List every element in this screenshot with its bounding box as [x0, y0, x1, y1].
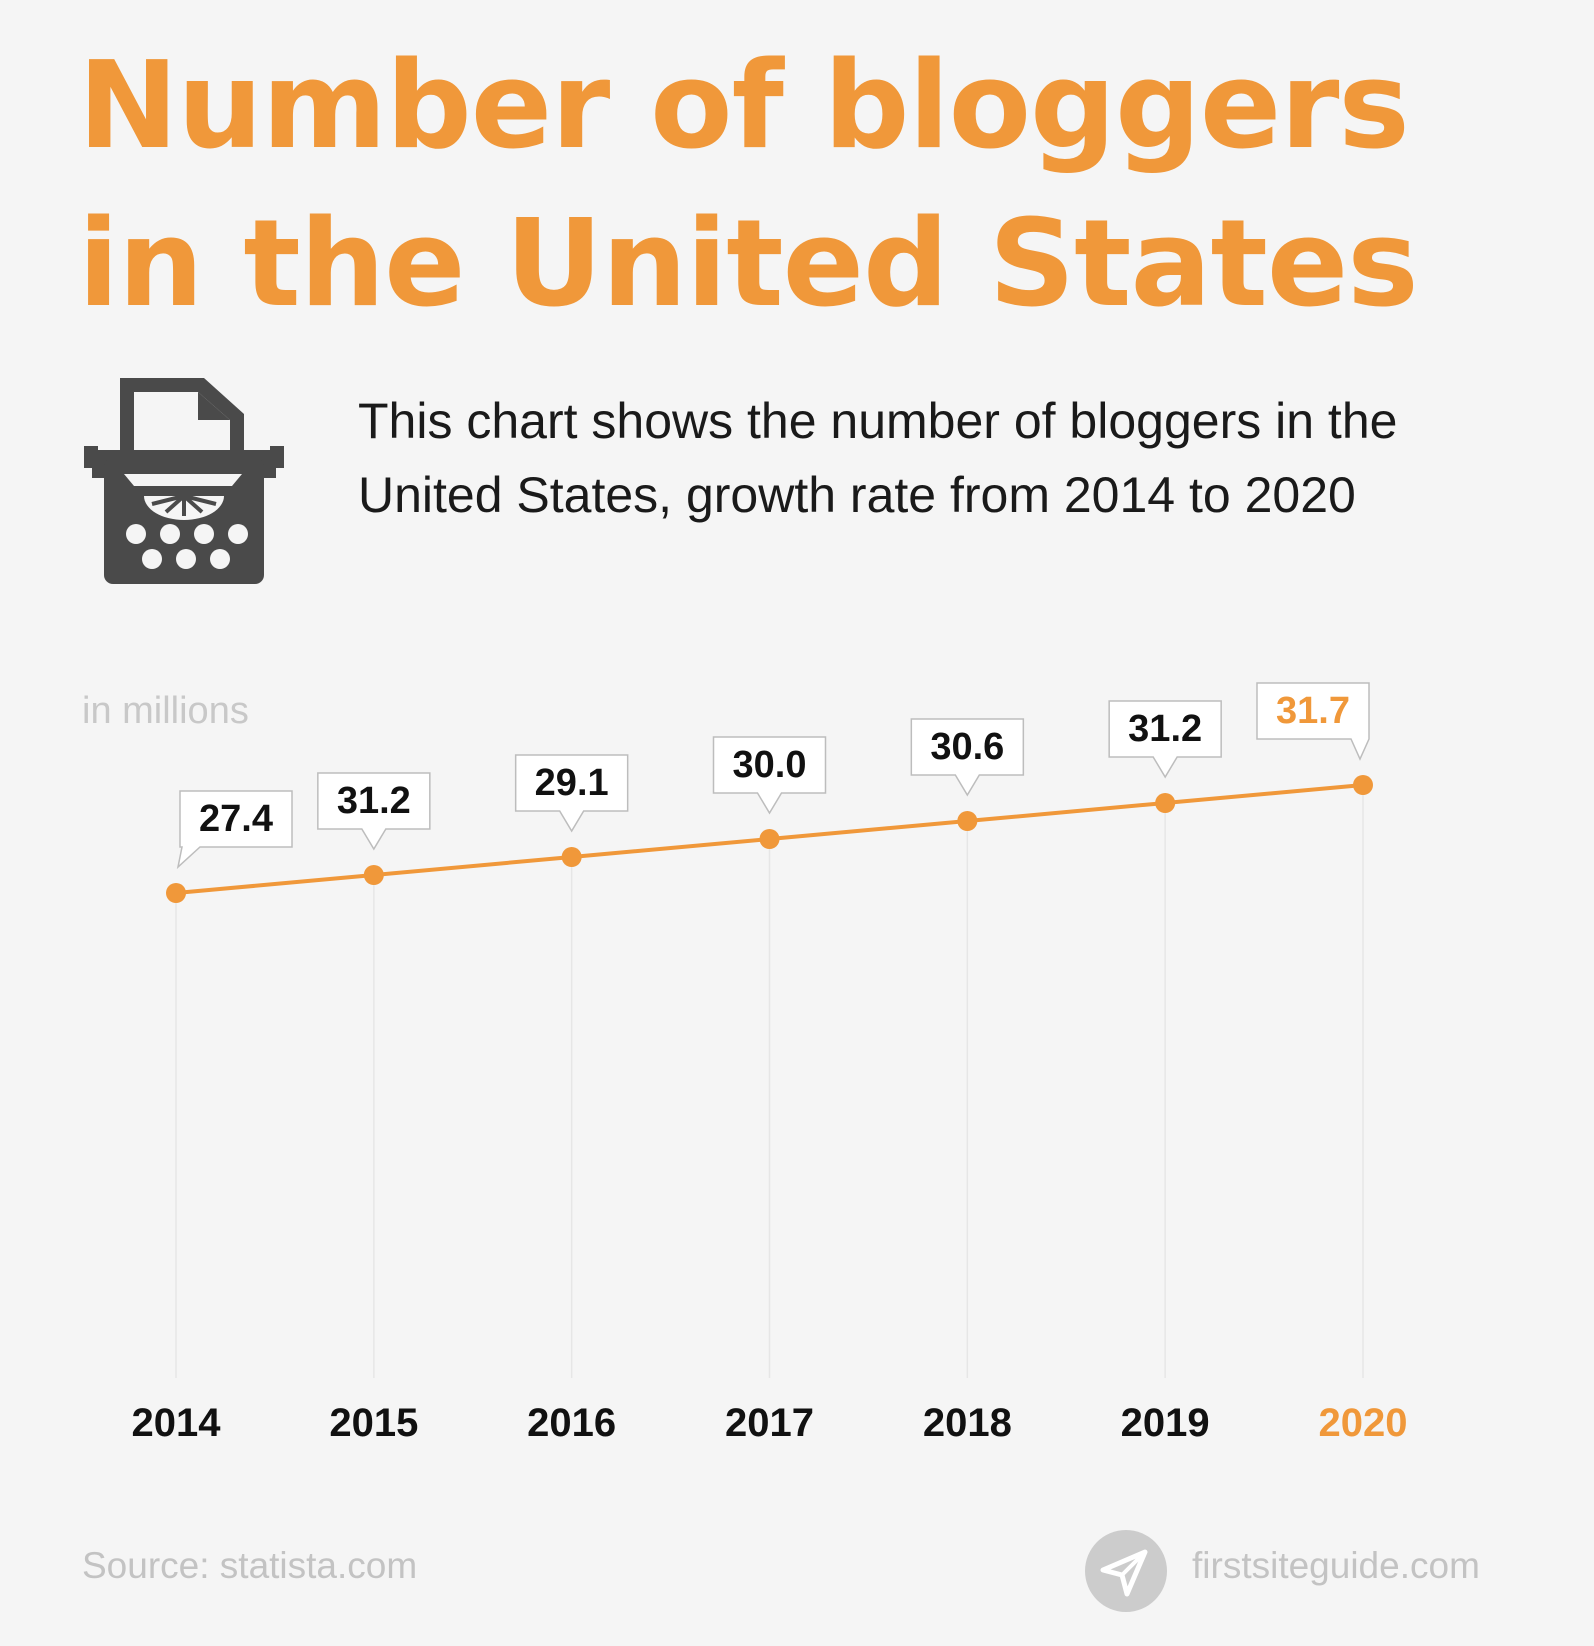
- data-label: 31.7: [1276, 690, 1350, 732]
- title-line-1: Number of bloggers: [78, 37, 1410, 176]
- paper-plane-icon: [1085, 1530, 1167, 1612]
- description-line-2: United States, growth rate from 2014 to …: [358, 467, 1356, 523]
- source-text: Source: statista.com: [82, 1545, 418, 1586]
- typewriter-icon: [84, 378, 284, 584]
- data-label-box: [910, 718, 1025, 797]
- x-tick-label: 2015: [329, 1401, 418, 1445]
- x-tick-label: 2018: [923, 1401, 1012, 1445]
- data-point: [957, 811, 978, 831]
- data-point: [1353, 775, 1373, 795]
- data-point: [166, 883, 186, 903]
- data-label-box: [712, 736, 827, 815]
- y-axis-label: in millions: [82, 690, 249, 732]
- data-label: 27.4: [199, 798, 273, 840]
- x-tick-label: 2014: [132, 1401, 222, 1445]
- data-label: 31.2: [337, 780, 411, 822]
- x-tick-label: 2016: [527, 1401, 616, 1445]
- data-label-box: [1256, 682, 1370, 761]
- brand-link[interactable]: firstsiteguide.com: [1192, 1545, 1480, 1586]
- data-label-box: [514, 754, 629, 833]
- data-label-box: [1108, 700, 1222, 779]
- data-point: [1155, 793, 1176, 813]
- data-point: [363, 865, 384, 885]
- description-line-1: This chart shows the number of bloggers …: [358, 393, 1398, 449]
- x-tick-label: 2017: [725, 1401, 814, 1445]
- data-label-box: [176, 790, 293, 870]
- x-tick-label: 2019: [1121, 1401, 1210, 1445]
- data-label: 29.1: [535, 762, 609, 804]
- title-line-2: in the United States: [78, 195, 1419, 334]
- data-point: [561, 847, 582, 867]
- data-label: 30.6: [930, 726, 1004, 768]
- chart-description: This chart shows the number of bloggers …: [358, 384, 1538, 532]
- data-point: [759, 829, 780, 849]
- data-label: 31.2: [1128, 708, 1202, 750]
- page-title: Number of bloggers in the United States: [78, 28, 1419, 344]
- data-label-box: [317, 772, 431, 851]
- data-label: 30.0: [733, 744, 807, 786]
- x-tick-label: 2020: [1319, 1401, 1408, 1445]
